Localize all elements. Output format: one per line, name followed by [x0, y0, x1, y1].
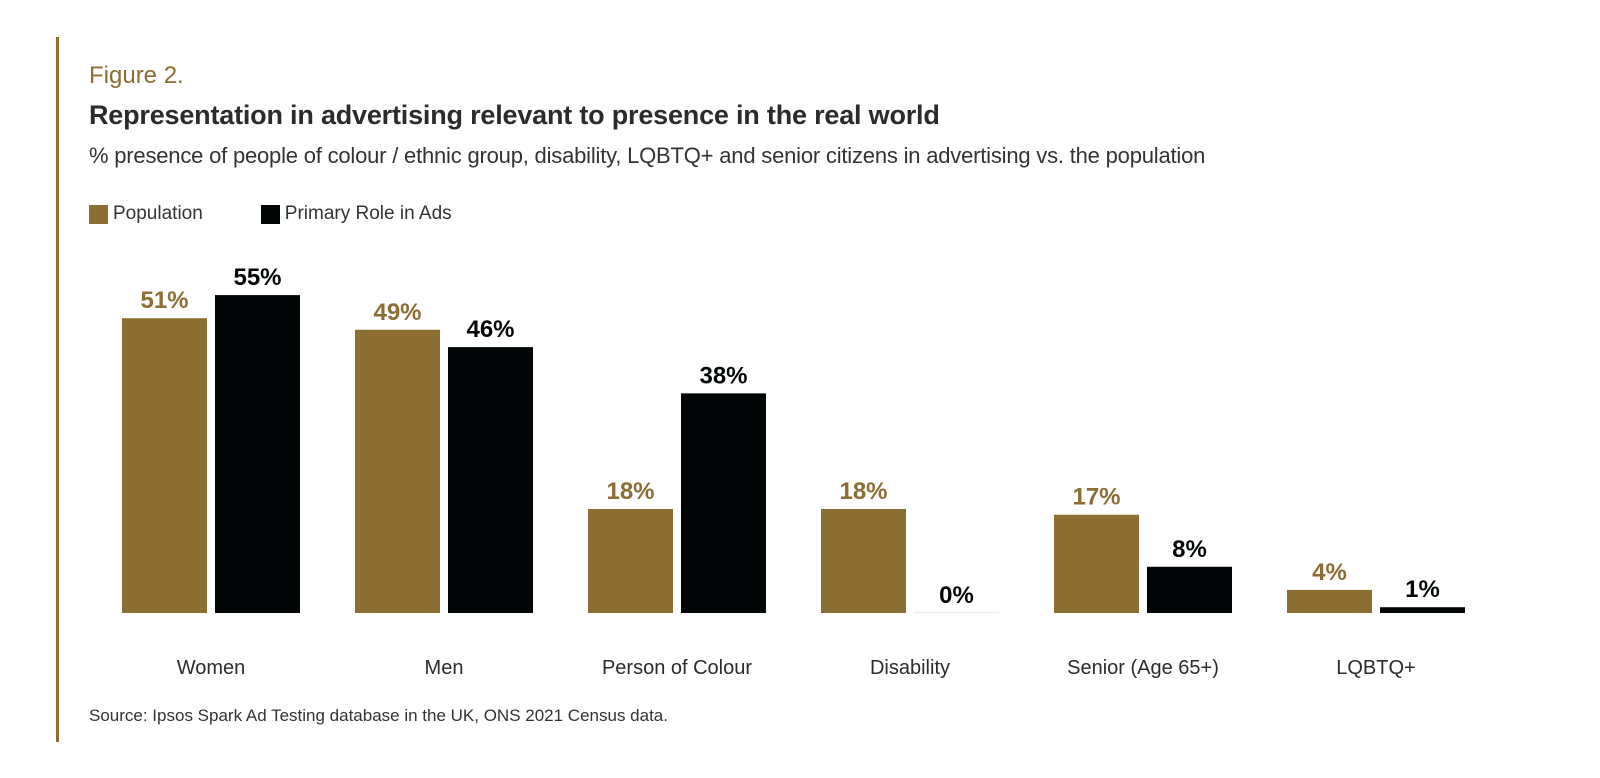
bar-primary-role-in-ads-women: [215, 295, 300, 613]
chart-subtitle: % presence of people of colour / ethnic …: [89, 143, 1206, 168]
bar-primary-role-in-ads-disability: [914, 612, 999, 613]
legend-swatch-ads: [260, 204, 280, 224]
bar-population-lqbtq: [1287, 589, 1372, 613]
bar-primary-role-in-ads-men: [448, 347, 533, 613]
data-label-primary-role-in-ads-disability: 0%: [939, 582, 974, 609]
legend-label-ads: Primary Role in Ads: [284, 203, 452, 224]
data-label-primary-role-in-ads-women: 55%: [233, 264, 281, 291]
legend: Population Primary Role in Ads: [89, 203, 510, 225]
bar-population-women: [122, 318, 207, 613]
bar-population-person-of-colour: [588, 508, 673, 613]
data-label-primary-role-in-ads-person-of-colour: 38%: [699, 362, 747, 389]
category-label-men: Men: [425, 657, 464, 679]
bar-primary-role-in-ads-person-of-colour: [681, 393, 766, 613]
category-label-lqbtq: LQBTQ+: [1336, 657, 1415, 679]
category-label-women: Women: [177, 657, 246, 679]
legend-swatch-population: [89, 204, 108, 224]
bar-population-disability: [821, 508, 906, 613]
bar-primary-role-in-ads-lqbtq: [1380, 607, 1465, 613]
data-label-population-person-of-colour: 18%: [606, 478, 654, 505]
category-label-person-of-colour: Person of Colour: [602, 657, 752, 679]
data-label-primary-role-in-ads-senior-age-65: 8%: [1172, 536, 1207, 563]
figure-label: Figure 2.: [89, 62, 184, 89]
data-label-population-lqbtq: 4%: [1312, 559, 1347, 586]
source-note: Source: Ipsos Spark Ad Testing database …: [89, 706, 668, 725]
data-label-primary-role-in-ads-lqbtq: 1%: [1405, 576, 1440, 603]
category-label-disability: Disability: [870, 657, 950, 679]
bar-population-senior-age-65: [1054, 514, 1139, 613]
bar-population-men: [355, 329, 440, 613]
bar-primary-role-in-ads-senior-age-65: [1147, 566, 1232, 613]
data-label-population-disability: 18%: [839, 478, 887, 505]
data-label-population-senior-age-65: 17%: [1072, 484, 1120, 511]
legend-item-ads: Primary Role in Ads: [260, 203, 452, 225]
frame-accent-line: [56, 37, 59, 742]
legend-label-population: Population: [113, 203, 203, 224]
data-label-population-men: 49%: [373, 299, 421, 326]
chart-title: Representation in advertising relevant t…: [89, 100, 940, 130]
data-label-population-women: 51%: [140, 287, 188, 314]
category-label-senior-age-65: Senior (Age 65+): [1067, 657, 1219, 679]
legend-item-population: Population: [89, 203, 203, 225]
data-label-primary-role-in-ads-men: 46%: [466, 316, 514, 343]
